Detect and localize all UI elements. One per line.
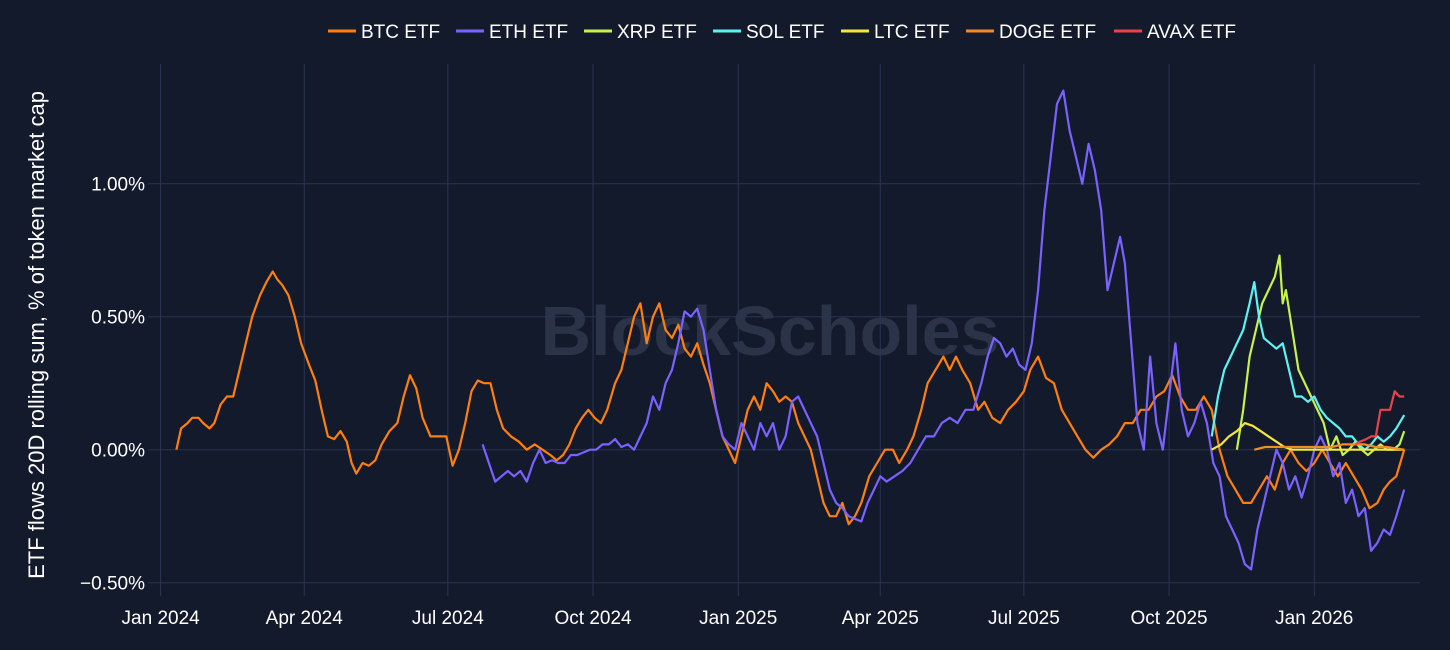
y-tick-label: 0.00%: [91, 441, 145, 462]
y-axis-label: ETF flows 20D rolling sum, % of token ma…: [24, 91, 49, 579]
x-axis-ticks: Jan 2024 Apr 2024 Jul 2024 Oct 2024 Jan 2025…: [122, 608, 1354, 629]
legend-label: AVAX ETF: [1147, 22, 1236, 43]
legend-label: SOL ETF: [746, 22, 824, 43]
legend-item-eth-etf[interactable]: ETH ETF: [456, 22, 568, 43]
watermark-text: BlockScholes: [540, 292, 999, 370]
x-tick-label: Jan 2024: [122, 608, 201, 629]
legend-label: XRP ETF: [617, 22, 697, 43]
legend-item-ltc-etf[interactable]: LTC ETF: [841, 22, 950, 43]
doge-etf-line: [1254, 443, 1405, 451]
x-tick-label: Jan 2025: [699, 608, 777, 629]
ltc-etf-line: [1211, 422, 1405, 451]
y-tick-label: 0.50%: [91, 308, 145, 329]
legend-item-sol-etf[interactable]: SOL ETF: [713, 22, 824, 43]
x-tick-label: Jan 2026: [1275, 608, 1353, 629]
x-tick-label: Apr 2025: [842, 608, 919, 629]
grid-lines: [148, 64, 1420, 596]
y-tick-label: 1.00%: [91, 175, 145, 196]
avax-etf-line: [1354, 390, 1405, 446]
x-tick-label: Jul 2024: [412, 608, 484, 629]
x-tick-label: Apr 2024: [266, 608, 344, 629]
legend-label: DOGE ETF: [999, 22, 1096, 43]
legend-label: BTC ETF: [361, 22, 440, 43]
legend-item-btc-etf[interactable]: BTC ETF: [328, 22, 440, 43]
legend-item-doge-etf[interactable]: DOGE ETF: [966, 22, 1096, 43]
legend-item-xrp-etf[interactable]: XRP ETF: [584, 22, 697, 43]
x-tick-label: Oct 2024: [554, 608, 632, 629]
eth-etf-line: [481, 89, 1406, 571]
legend-label: ETH ETF: [489, 22, 568, 43]
legend: BTC ETF ETH ETF XRP ETF SOL ETF LTC ETF DOGE …: [328, 22, 1236, 43]
btc-etf-line: [175, 270, 1406, 526]
x-tick-label: Jul 2025: [988, 608, 1060, 629]
legend-label: LTC ETF: [874, 22, 950, 43]
y-tick-label: −0.50%: [80, 574, 145, 595]
x-tick-label: Oct 2025: [1131, 608, 1208, 629]
legend-item-avax-etf[interactable]: AVAX ETF: [1114, 22, 1236, 43]
series-lines: [175, 89, 1406, 571]
y-axis-ticks: −0.50% 0.00% 0.50% 1.00%: [80, 175, 145, 595]
